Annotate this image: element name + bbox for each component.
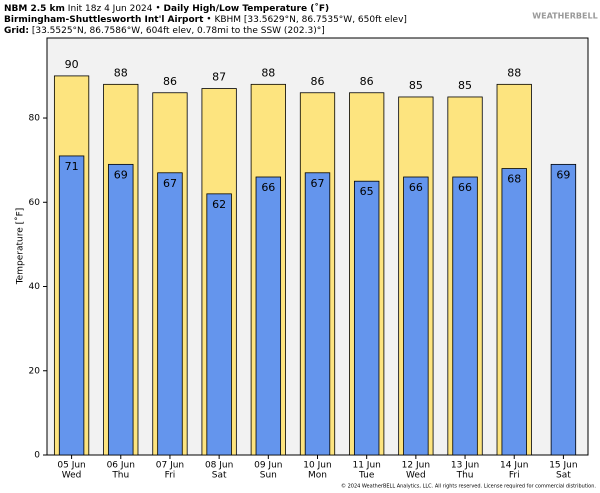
bar: [452, 176, 478, 456]
x-tick-day: Fri: [509, 471, 520, 481]
x-tick-day: Thu: [456, 471, 474, 481]
data-label: 85: [409, 79, 423, 92]
header-line-2: Birmingham-Shuttlesworth Int'l Airport •…: [4, 15, 407, 25]
bar: [304, 172, 331, 456]
bar: [550, 163, 577, 456]
x-tick-label: 15 Jun: [549, 461, 577, 471]
data-label: 66: [261, 181, 275, 194]
x-tick-label: 07 Jun: [156, 461, 184, 471]
grid-info: [33.5525°N, 86.7586°W, 604ft elev, 0.78m…: [32, 26, 325, 36]
header-line-1: NBM 2.5 km Init 18z 4 Jun 2024 • Daily H…: [4, 3, 329, 14]
grid-label: Grid:: [4, 26, 29, 36]
bar: [403, 176, 429, 456]
model: NBM 2.5 km: [4, 4, 65, 14]
y-tick-label: 40: [29, 282, 41, 292]
logo: WEATHERBELL: [532, 12, 597, 21]
data-label: 62: [212, 198, 226, 211]
data-label: 87: [212, 71, 226, 84]
x-tick-label: 11 Jun: [352, 461, 380, 471]
x-tick-day: Mon: [308, 471, 327, 481]
x-tick-day: Wed: [406, 471, 426, 481]
x-tick-label: 08 Jun: [205, 461, 233, 471]
station: Birmingham-Shuttlesworth Int'l Airport: [4, 15, 204, 25]
bar: [206, 193, 232, 456]
data-label: 69: [556, 168, 570, 181]
footer: © 2024 WeatherBELL Analytics, LLC. All r…: [341, 483, 596, 490]
data-label: 86: [163, 75, 177, 88]
x-tick-day: Sat: [212, 471, 227, 481]
x-tick-label: 14 Jun: [500, 461, 528, 471]
y-tick-label: 20: [29, 366, 41, 376]
x-tick-label: 09 Jun: [254, 461, 282, 471]
data-label: 66: [458, 181, 472, 194]
x-tick-label: 10 Jun: [303, 461, 331, 471]
x-tick-day: Fri: [165, 471, 176, 481]
data-label: 88: [261, 66, 275, 79]
x-tick-day: Sat: [556, 471, 571, 481]
data-label: 67: [311, 177, 325, 190]
x-tick-day: Wed: [62, 471, 82, 481]
data-label: 88: [507, 66, 521, 79]
bar: [58, 155, 85, 456]
x-tick-day: Sun: [260, 471, 277, 481]
station-info: KBHM [33.5629°N, 86.7535°W, 650ft elev]: [214, 15, 406, 25]
data-label: 67: [163, 177, 177, 190]
bar: [255, 176, 282, 456]
init-time: Init 18z 4 Jun 2024: [68, 4, 153, 14]
bar: [353, 180, 380, 456]
x-tick-label: 12 Jun: [402, 461, 430, 471]
x-tick-day: Tue: [358, 471, 375, 481]
x-tick-label: 05 Jun: [57, 461, 85, 471]
data-label: 90: [65, 58, 79, 71]
data-label: 85: [458, 79, 472, 92]
data-label: 71: [65, 160, 79, 173]
x-tick-label: 13 Jun: [451, 461, 479, 471]
data-label: 65: [360, 185, 374, 198]
y-axis-label: Temperature [˚F]: [15, 208, 26, 286]
data-label: 68: [507, 173, 521, 186]
data-label: 86: [360, 75, 374, 88]
header-line-3: Grid: [33.5525°N, 86.7586°W, 604ft elev,…: [4, 26, 325, 36]
data-label: 66: [409, 181, 423, 194]
bar: [501, 168, 527, 456]
data-label: 69: [114, 168, 128, 181]
y-tick-label: 0: [34, 451, 40, 461]
bar: [108, 163, 134, 456]
y-tick-label: 60: [29, 198, 41, 208]
chart-title: Daily High/Low Temperature (˚F): [164, 3, 330, 14]
bar: [157, 172, 183, 456]
data-label: 86: [311, 75, 325, 88]
x-tick-label: 06 Jun: [107, 461, 135, 471]
y-tick-label: 80: [29, 114, 41, 124]
x-tick-day: Thu: [111, 471, 129, 481]
data-label: 88: [114, 66, 128, 79]
